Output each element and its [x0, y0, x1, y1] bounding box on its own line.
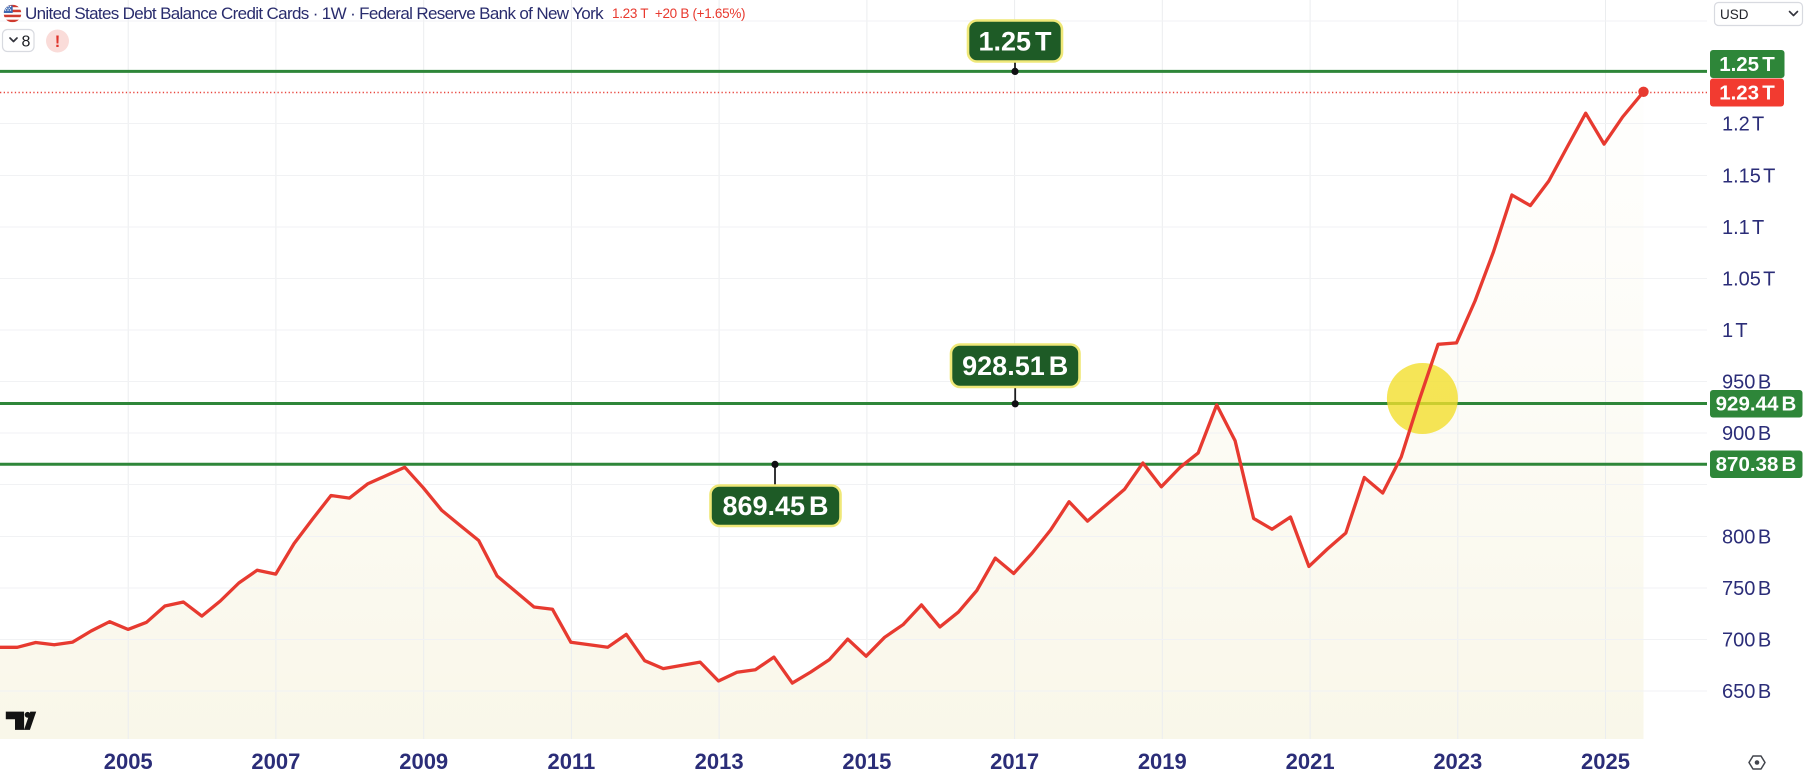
svg-text:1.25 T: 1.25 T	[1719, 53, 1775, 76]
svg-text:900 B: 900 B	[1722, 423, 1771, 445]
svg-text:1.2 T: 1.2 T	[1722, 114, 1764, 136]
svg-text:2025: 2025	[1581, 749, 1630, 774]
svg-text:1 T: 1 T	[1722, 320, 1748, 342]
svg-text:2017: 2017	[990, 749, 1039, 774]
svg-text:2011: 2011	[548, 749, 596, 774]
svg-text:950 B: 950 B	[1722, 372, 1771, 394]
svg-text:1.23 T: 1.23 T	[1719, 82, 1775, 105]
svg-text:2019: 2019	[1138, 749, 1187, 774]
svg-text:8: 8	[22, 34, 31, 51]
svg-text:!: !	[55, 33, 61, 51]
svg-text:929.44 B: 929.44 B	[1716, 393, 1797, 416]
svg-text:2021: 2021	[1286, 749, 1335, 774]
svg-text:700 B: 700 B	[1722, 630, 1771, 652]
svg-text:2005: 2005	[104, 749, 153, 774]
svg-text:870.38 B: 870.38 B	[1716, 453, 1797, 476]
svg-text:2007: 2007	[251, 749, 300, 774]
svg-text:928.51 B: 928.51 B	[962, 351, 1068, 381]
svg-text:869.45 B: 869.45 B	[722, 491, 828, 521]
svg-text:1.15 T: 1.15 T	[1722, 166, 1775, 188]
svg-text:United States Debt Balance Cre: United States Debt Balance Credit Cards …	[25, 4, 604, 23]
svg-text:1.1 T: 1.1 T	[1722, 217, 1764, 239]
svg-text:1.25 T: 1.25 T	[978, 27, 1052, 57]
svg-text:2015: 2015	[842, 749, 891, 774]
svg-text:750 B: 750 B	[1722, 578, 1771, 600]
svg-text:650 B: 650 B	[1722, 681, 1771, 703]
svg-text:USD: USD	[1720, 7, 1749, 22]
svg-text:1.23 T +20 B (+1.65%): 1.23 T +20 B (+1.65%)	[612, 6, 745, 21]
svg-text:2009: 2009	[399, 749, 448, 774]
svg-text:1.05 T: 1.05 T	[1722, 269, 1775, 291]
svg-text:2023: 2023	[1433, 749, 1482, 774]
svg-text:800 B: 800 B	[1722, 527, 1771, 549]
svg-text:2013: 2013	[695, 749, 744, 774]
